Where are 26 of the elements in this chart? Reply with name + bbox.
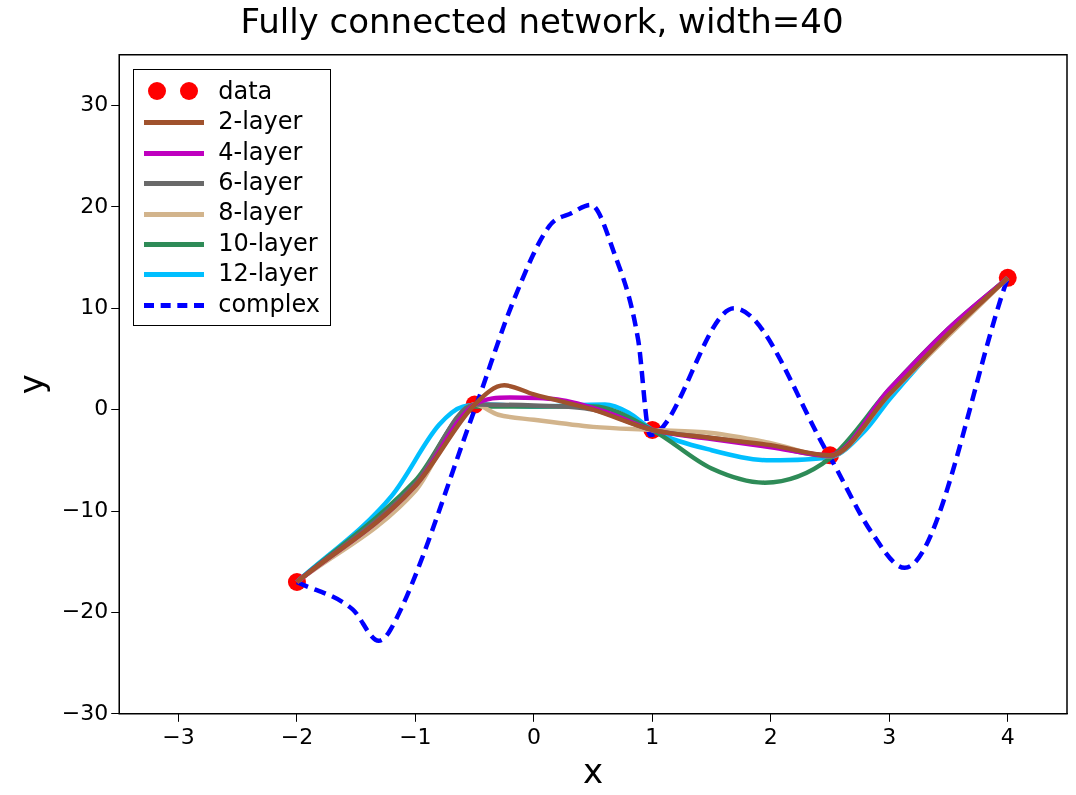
- x-tick-label: −2: [280, 723, 314, 749]
- x-tick-label: −3: [162, 723, 195, 749]
- x-tick-label: 1: [645, 723, 660, 749]
- legend-label: 6-layer: [218, 167, 303, 198]
- x-axis-title: x: [583, 751, 604, 792]
- y-tick-label: −30: [61, 699, 109, 725]
- y-tick-label: −10: [61, 496, 109, 522]
- legend-label: 4-layer: [218, 136, 303, 168]
- y-tick-label: −20: [61, 598, 109, 624]
- legend-label: 2-layer: [218, 106, 303, 137]
- legend-label: 12-layer: [218, 258, 318, 289]
- chart-title: Fully connected network, width=40: [240, 1, 844, 42]
- y-axis-title: y: [11, 374, 52, 395]
- x-tick-label: 4: [1000, 723, 1015, 749]
- legend-label: complex: [218, 288, 320, 320]
- x-tick-label: −1: [399, 723, 432, 749]
- legend-label: data: [218, 75, 273, 107]
- legend-label: 8-layer: [218, 197, 303, 228]
- y-tick-label: 0: [94, 395, 109, 421]
- y-tick-label: 10: [80, 293, 109, 319]
- y-tick-label: 30: [80, 91, 109, 117]
- legend-label: 10-layer: [218, 227, 318, 259]
- x-tick-label: 2: [763, 723, 778, 749]
- y-tick-label: 20: [80, 192, 109, 218]
- x-tick-label: 3: [882, 723, 897, 749]
- x-tick-label: 0: [526, 723, 541, 749]
